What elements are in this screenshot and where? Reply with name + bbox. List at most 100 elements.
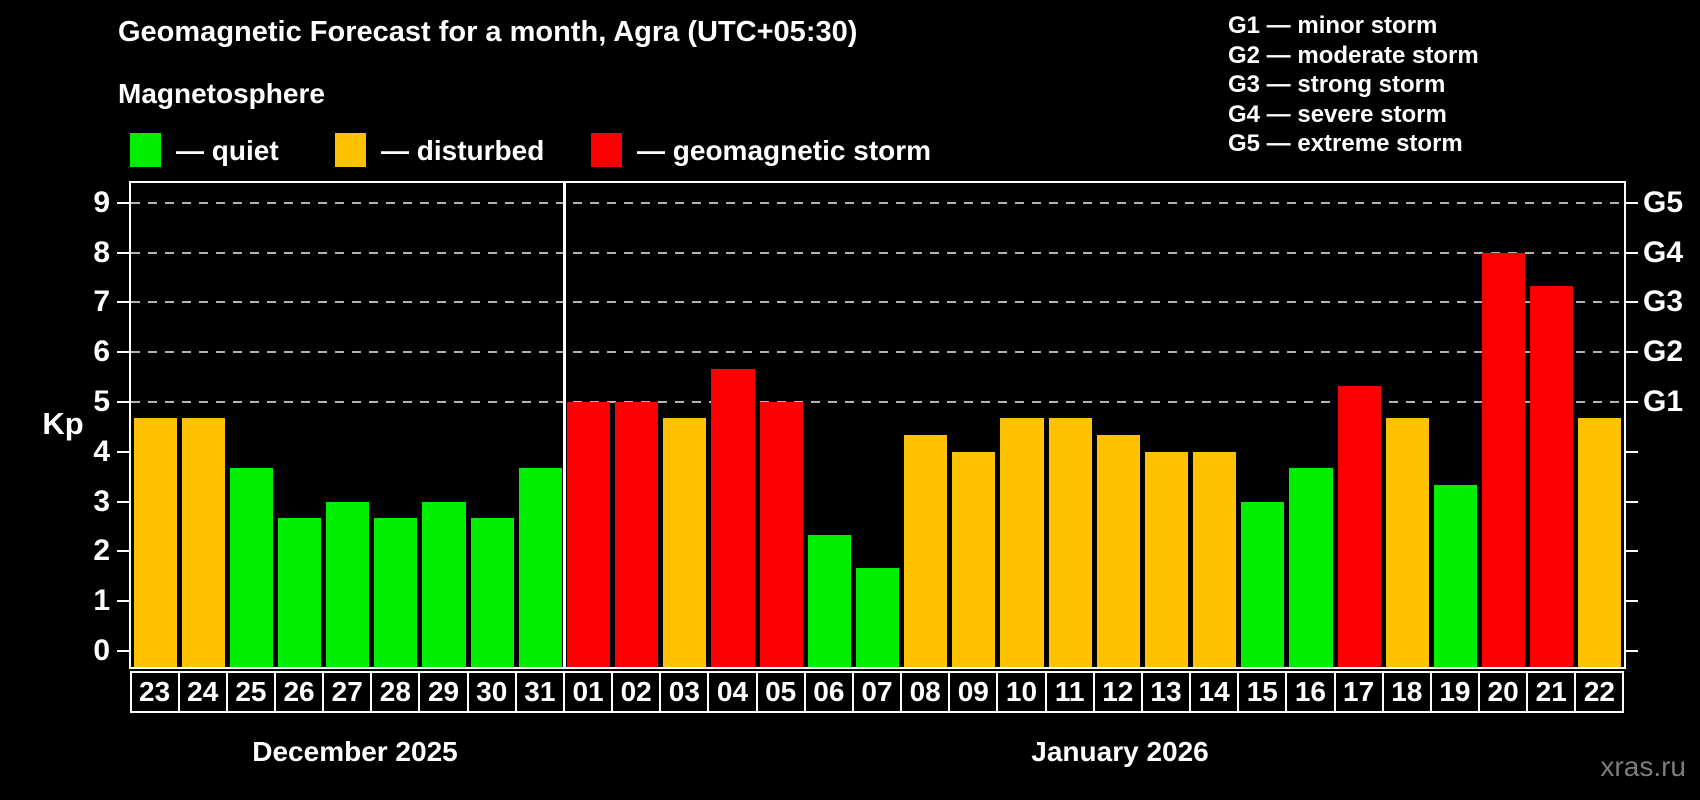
y-axis-tick	[117, 401, 129, 403]
y-axis-tick-label: 6	[93, 335, 110, 369]
day-label: 26	[273, 671, 325, 713]
kp-bar	[807, 534, 851, 667]
kp-bar	[470, 518, 514, 667]
g-scale-tick	[1626, 550, 1638, 553]
kp-bar	[1048, 418, 1092, 667]
kp-bar	[1578, 418, 1622, 667]
day-label: 15	[1237, 671, 1288, 713]
day-label: 04	[707, 671, 758, 713]
plot-area	[129, 181, 1626, 669]
quiet-legend-label: — quiet	[176, 135, 279, 166]
disturbed-legend-label: — disturbed	[381, 135, 545, 166]
g-scale-tick	[1626, 201, 1638, 204]
y-axis-tick	[117, 500, 129, 503]
g2-legend-line: G2 — moderate storm	[1228, 41, 1479, 69]
kp-bar	[566, 402, 611, 667]
g-scale-tick	[1626, 450, 1638, 453]
watermark: xras.ru	[1600, 751, 1686, 782]
day-label: 17	[1333, 671, 1384, 713]
day-label: 20	[1478, 671, 1529, 713]
y-axis-tick	[117, 600, 129, 603]
month-label-december: December 2025	[252, 736, 458, 767]
g-scale-tick	[1626, 600, 1638, 603]
g-label-g5: G5	[1643, 185, 1684, 219]
g3-legend-line: G3 — strong storm	[1228, 71, 1446, 98]
day-label: 02	[611, 671, 662, 713]
g-scale-legend: G1 — minor storm G2 — moderate storm G3 …	[1228, 11, 1479, 159]
y-axis-tick	[117, 201, 129, 204]
month-label-january: January 2026	[1031, 736, 1209, 767]
day-label: 09	[948, 671, 999, 713]
day-label: 03	[659, 671, 710, 713]
kp-bar	[952, 451, 996, 667]
g5-legend-line: G5 — extreme storm	[1228, 130, 1463, 157]
day-label: 27	[322, 671, 373, 713]
day-label: 05	[755, 671, 806, 713]
y-axis-tick	[117, 301, 129, 304]
kp-bar	[615, 402, 659, 667]
y-axis-tick-label: 8	[93, 235, 110, 269]
gridline-kp9	[131, 201, 1624, 204]
g-label-g2: G2	[1643, 335, 1684, 369]
storm-swatch-icon	[591, 133, 622, 167]
g1-legend-line: G1 — minor storm	[1228, 12, 1438, 39]
kp-bar	[855, 567, 900, 667]
day-label: 08	[900, 671, 951, 713]
day-label: 07	[851, 671, 903, 713]
kp-bar	[1385, 418, 1429, 667]
kp-bar	[1337, 385, 1381, 667]
disturbed-swatch-icon	[335, 133, 366, 167]
day-label: 06	[803, 671, 854, 713]
month-separator-line	[562, 183, 566, 667]
y-axis-tick-label: 1	[93, 584, 110, 618]
g-label-g4: G4	[1643, 235, 1684, 269]
kp-bar	[1241, 501, 1285, 667]
y-axis-tick-label: 0	[93, 634, 110, 667]
day-label: 11	[1044, 671, 1095, 713]
kp-bar	[1482, 252, 1526, 667]
day-label: 13	[1140, 671, 1192, 713]
kp-bar	[1289, 468, 1333, 667]
quiet-swatch-icon	[130, 133, 161, 167]
day-label: 22	[1574, 671, 1625, 713]
magnetosphere-label: Magnetosphere	[118, 78, 325, 109]
g4-legend-line: G4 — severe storm	[1228, 100, 1447, 128]
g-label-g1: G1	[1643, 385, 1684, 418]
g-scale-tick	[1626, 401, 1638, 403]
g-scale-tick	[1626, 500, 1638, 503]
day-label: 23	[129, 671, 180, 713]
day-label: 01	[562, 671, 614, 713]
storm-legend-label: — geomagnetic storm	[637, 135, 932, 166]
gridline-kp7	[131, 301, 1624, 304]
gridline-kp5	[131, 401, 1624, 403]
y-axis-title: Kp	[42, 406, 84, 441]
kp-bar	[663, 418, 707, 667]
g-scale-tick	[1626, 301, 1638, 304]
day-label: 24	[177, 671, 228, 713]
y-axis-tick-label: 3	[93, 484, 110, 518]
day-label: 16	[1285, 671, 1336, 713]
day-label: 25	[225, 671, 276, 713]
y-axis-tick	[117, 251, 129, 254]
g-scale-tick	[1626, 351, 1638, 354]
kp-bar	[759, 402, 803, 667]
kp-bar	[1144, 451, 1189, 667]
kp-bar	[326, 501, 370, 667]
gridline-kp6	[131, 351, 1624, 354]
y-axis-tick	[117, 550, 129, 553]
g-scale-tick	[1626, 650, 1638, 652]
y-axis-tick-label: 9	[93, 185, 110, 219]
y-axis-tick-label: 2	[93, 534, 110, 568]
kp-bar	[133, 418, 177, 667]
gridline-kp8	[131, 251, 1624, 254]
kp-bar	[1096, 435, 1140, 667]
kp-bar	[422, 501, 466, 667]
day-label: 30	[466, 671, 517, 713]
y-axis-tick-label: 4	[93, 434, 110, 468]
kp-bar	[518, 468, 562, 667]
day-label: 28	[370, 671, 421, 713]
g-scale-tick	[1626, 251, 1638, 254]
day-label: 29	[418, 671, 469, 713]
kp-bar	[181, 418, 225, 667]
